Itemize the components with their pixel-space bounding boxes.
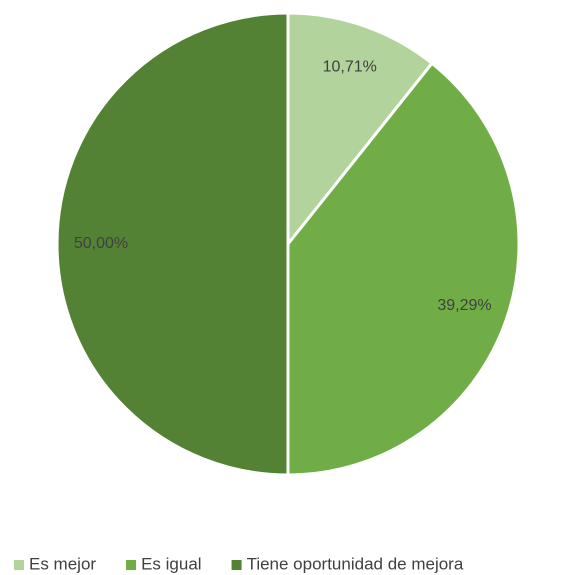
data-label: 10,71% [323,59,377,76]
data-label: 39,29% [437,297,491,314]
pie-slice [55,11,290,477]
data-label: 50,00% [74,235,128,252]
pie-slice [286,61,521,477]
legend-label: Tiene oportunidad de mejora [247,554,464,573]
legend-swatch [126,560,137,570]
pie-slice [286,11,434,246]
legend-label: Es mejor [29,554,96,573]
legend-label: Es igual [141,554,201,573]
legend-swatch [231,560,242,570]
legend-swatch [14,560,24,570]
